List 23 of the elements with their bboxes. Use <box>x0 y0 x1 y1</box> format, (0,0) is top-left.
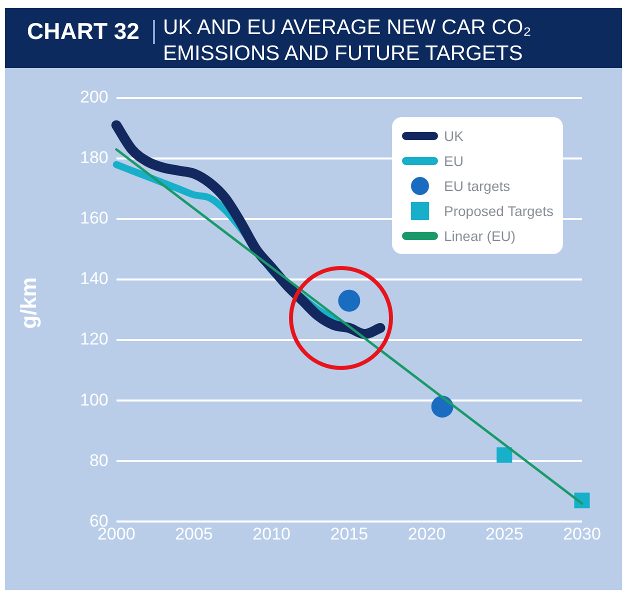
point <box>338 290 360 312</box>
x-tick-label: 2025 <box>485 524 524 544</box>
legend-label: UK <box>444 128 464 144</box>
y-tick-label: 80 <box>89 450 108 470</box>
y-tick-label: 180 <box>80 148 108 168</box>
legend-label: Proposed Targets <box>444 202 554 218</box>
chart-subtitle: UK AND EU AVERAGE NEW CAR CO₂ EMISSIONS AND FUTURE TARGETS <box>163 15 532 67</box>
x-tick-label: 2010 <box>252 524 290 544</box>
x-tick-label: 2005 <box>175 524 213 544</box>
legend-label: EU targets <box>444 178 510 194</box>
y-tick-label: 140 <box>80 269 108 288</box>
legend-label: Linear (EU) <box>444 228 516 244</box>
point <box>496 447 512 463</box>
x-tick-label: 2030 <box>563 524 601 544</box>
x-tick-label: 2015 <box>330 524 368 544</box>
y-tick-label: 200 <box>80 88 108 107</box>
y-tick-label: 160 <box>80 208 108 228</box>
legend-label: EU <box>444 152 464 168</box>
x-tick-label: 2020 <box>408 524 446 544</box>
y-tick-label: 120 <box>80 330 108 349</box>
y-tick-label: 100 <box>80 390 108 410</box>
y-axis-title: g/km <box>16 276 42 331</box>
chart-title: CHART 32 <box>27 18 140 45</box>
